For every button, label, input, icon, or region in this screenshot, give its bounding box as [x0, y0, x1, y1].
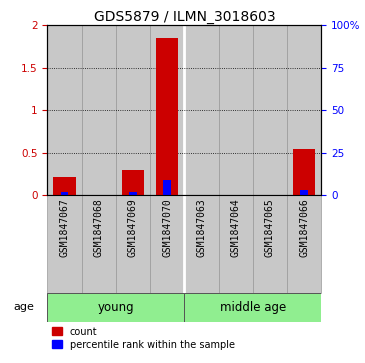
FancyBboxPatch shape — [287, 195, 321, 293]
Text: GSM1847064: GSM1847064 — [231, 198, 241, 257]
Bar — [61, 192, 69, 195]
Text: GSM1847065: GSM1847065 — [265, 198, 275, 257]
Bar — [156, 38, 178, 195]
Text: GSM1847067: GSM1847067 — [59, 198, 70, 257]
FancyBboxPatch shape — [116, 195, 150, 293]
Text: middle age: middle age — [220, 301, 286, 314]
Bar — [293, 149, 315, 195]
FancyBboxPatch shape — [253, 195, 287, 293]
Bar — [184, 25, 219, 195]
Text: young: young — [97, 301, 134, 314]
Bar — [53, 177, 76, 195]
Text: age: age — [13, 302, 34, 312]
FancyBboxPatch shape — [82, 195, 116, 293]
FancyBboxPatch shape — [47, 293, 184, 322]
Text: GSM1847070: GSM1847070 — [162, 198, 172, 257]
Bar — [253, 25, 287, 195]
Bar — [116, 25, 150, 195]
Text: GSM1847063: GSM1847063 — [196, 198, 207, 257]
Title: GDS5879 / ILMN_3018603: GDS5879 / ILMN_3018603 — [93, 11, 275, 24]
Bar — [82, 25, 116, 195]
Legend: count, percentile rank within the sample: count, percentile rank within the sample — [52, 327, 235, 350]
Bar — [150, 25, 184, 195]
Text: GSM1847066: GSM1847066 — [299, 198, 309, 257]
Bar — [47, 25, 82, 195]
Text: GSM1847068: GSM1847068 — [94, 198, 104, 257]
Text: GSM1847069: GSM1847069 — [128, 198, 138, 257]
FancyBboxPatch shape — [219, 195, 253, 293]
Bar — [287, 25, 321, 195]
Bar — [219, 25, 253, 195]
Bar — [300, 190, 308, 195]
Bar — [163, 180, 171, 195]
Bar — [122, 170, 144, 195]
FancyBboxPatch shape — [47, 195, 82, 293]
Bar — [129, 192, 137, 195]
FancyBboxPatch shape — [184, 293, 321, 322]
FancyBboxPatch shape — [184, 195, 219, 293]
FancyBboxPatch shape — [150, 195, 184, 293]
